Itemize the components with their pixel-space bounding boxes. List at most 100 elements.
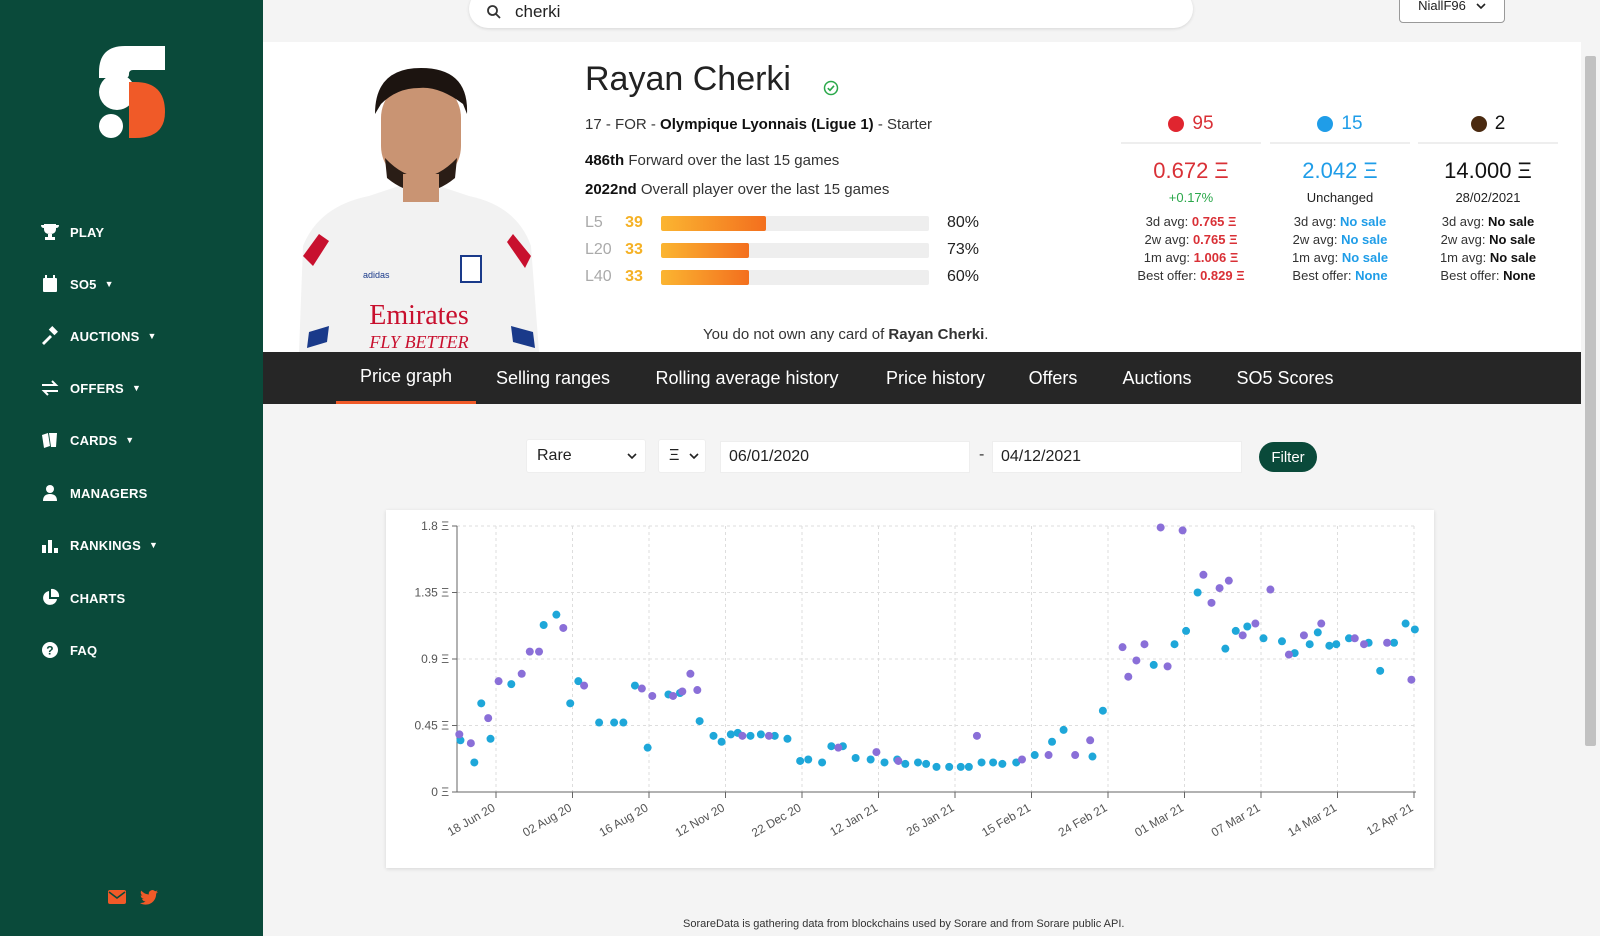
data-point: [1059, 725, 1068, 734]
data-point: [1401, 619, 1410, 628]
score-percentage: 80%: [947, 214, 980, 231]
sidebar-item-so5[interactable]: SO5 ▼: [40, 274, 114, 294]
stat-column-super-rare: 15 2.042 Ξ Unchanged 3d avg: No sale 2w avg:…: [1270, 106, 1410, 285]
user-icon: [40, 483, 60, 503]
data-point: [914, 758, 923, 767]
best-label: Best offer:: [1440, 268, 1500, 283]
search-input[interactable]: [515, 2, 1115, 22]
social-links: [108, 890, 158, 905]
data-point: [1284, 650, 1293, 659]
data-point: [574, 677, 583, 686]
email-icon[interactable]: [108, 890, 126, 904]
data-point: [922, 759, 931, 768]
player-details: 17 - FOR - Olympique Lyonnais (Ligue 1) …: [585, 116, 933, 133]
data-point: [494, 677, 503, 686]
chevron-down-icon: [689, 453, 699, 459]
x-tick-label: 16 Aug 20: [597, 800, 651, 839]
data-point: [695, 717, 704, 726]
best-label: Best offer:: [1292, 268, 1352, 283]
avg1m-label: 1m avg:: [1291, 250, 1339, 265]
swap-icon: [40, 378, 60, 398]
tab-price-history[interactable]: Price history: [885, 367, 986, 388]
data-point: [1410, 625, 1419, 634]
price-change: +0.17%: [1168, 190, 1214, 205]
score-value: 33: [625, 241, 643, 258]
data-point: [1071, 751, 1080, 760]
data-point: [1407, 675, 1416, 684]
data-point: [1266, 585, 1275, 594]
tab-rolling-average-history[interactable]: Rolling average history: [655, 367, 839, 388]
score-row-l40: L40 33 60%: [585, 268, 987, 286]
data-point: [1124, 672, 1133, 681]
svg-text:Emirates: Emirates: [369, 300, 469, 331]
data-point: [637, 684, 646, 693]
price-change: Unchanged: [1306, 190, 1374, 205]
avg1m-line: 1m avg: 1.006 Ξ: [1121, 249, 1261, 267]
twitter-icon[interactable]: [140, 890, 158, 905]
y-tick-label: 0 Ξ: [431, 785, 449, 799]
tab-auctions[interactable]: Auctions: [1122, 367, 1192, 388]
sidebar-item-managers[interactable]: MANAGERS: [40, 483, 147, 503]
rarity-select[interactable]: Rare: [527, 440, 645, 472]
data-point: [901, 759, 910, 768]
currency-select[interactable]: Ξ: [659, 440, 705, 472]
data-point: [1383, 638, 1392, 647]
sidebar-item-play[interactable]: PLAY: [40, 222, 104, 242]
data-point: [1193, 588, 1202, 597]
data-point: [1251, 619, 1260, 628]
x-tick-label: 07 Mar 21: [1209, 800, 1263, 839]
search-box[interactable]: [469, 0, 1193, 28]
pie-chart-icon: [40, 588, 60, 608]
sorare-data-logo[interactable]: [95, 42, 167, 142]
score-row-l5: L5 39 80%: [585, 214, 987, 232]
svg-text:?: ?: [46, 644, 54, 658]
data-point: [484, 714, 493, 723]
tab-so5-scores[interactable]: SO5 Scores: [1236, 367, 1334, 388]
data-point: [693, 686, 702, 695]
sidebar-item-charts[interactable]: CHARTS: [40, 588, 125, 608]
x-tick-label: 14 Mar 21: [1285, 800, 1339, 839]
sidebar-item-rankings[interactable]: RANKINGS ▼: [40, 535, 158, 555]
trophy-icon: [40, 222, 60, 242]
user-menu[interactable]: NiallF96: [1399, 0, 1505, 23]
tab-selling-ranges[interactable]: Selling ranges: [495, 367, 611, 388]
data-point: [1243, 622, 1252, 631]
scrollbar-thumb[interactable]: [1585, 56, 1596, 746]
sidebar-item-cards[interactable]: CARDS ▼: [40, 430, 134, 450]
chevron-down-icon: [1476, 2, 1486, 9]
ownership-player: Rayan Cherki: [888, 326, 985, 343]
tab-price-graph[interactable]: Price graph: [336, 352, 476, 404]
sidebar-item-label: RANKINGS: [70, 537, 141, 553]
avg1m-value: 1.006 Ξ: [1193, 250, 1239, 265]
best-value: 0.829 Ξ: [1200, 268, 1245, 283]
data-point: [1299, 631, 1308, 640]
data-point: [956, 762, 965, 771]
data-point: [566, 699, 575, 708]
data-point: [738, 731, 747, 740]
top-bar: NiallF96: [263, 0, 1581, 42]
verified-icon: [823, 80, 839, 96]
data-point: [1149, 660, 1158, 669]
data-point: [866, 755, 875, 764]
start-date-input[interactable]: [721, 442, 969, 472]
score-bar: [661, 269, 929, 285]
price-change: 28/02/2021: [1455, 190, 1521, 205]
caret-down-icon: ▼: [148, 540, 159, 550]
sidebar-item-offers[interactable]: OFFERS ▼: [40, 378, 141, 398]
data-point: [1360, 640, 1369, 649]
avg2w-line: 2w avg: 0.765 Ξ: [1121, 231, 1261, 249]
avg1m-line: 1m avg: No sale: [1270, 249, 1410, 267]
forward-rank-text: Forward over the last 15 games: [628, 152, 840, 169]
end-date-input[interactable]: [993, 442, 1241, 472]
data-point: [851, 754, 860, 763]
sidebar-item-auctions[interactable]: AUCTIONS ▼: [40, 326, 157, 346]
score-value: 39: [625, 214, 643, 231]
filter-button[interactable]: Filter: [1259, 442, 1317, 472]
sidebar-item-faq[interactable]: ? FAQ: [40, 640, 97, 660]
data-point: [726, 730, 735, 739]
data-point: [630, 681, 639, 690]
tab-offers[interactable]: Offers: [1028, 367, 1078, 388]
data-point: [1344, 634, 1353, 643]
data-point: [972, 731, 981, 740]
player-age: 17: [585, 116, 602, 133]
